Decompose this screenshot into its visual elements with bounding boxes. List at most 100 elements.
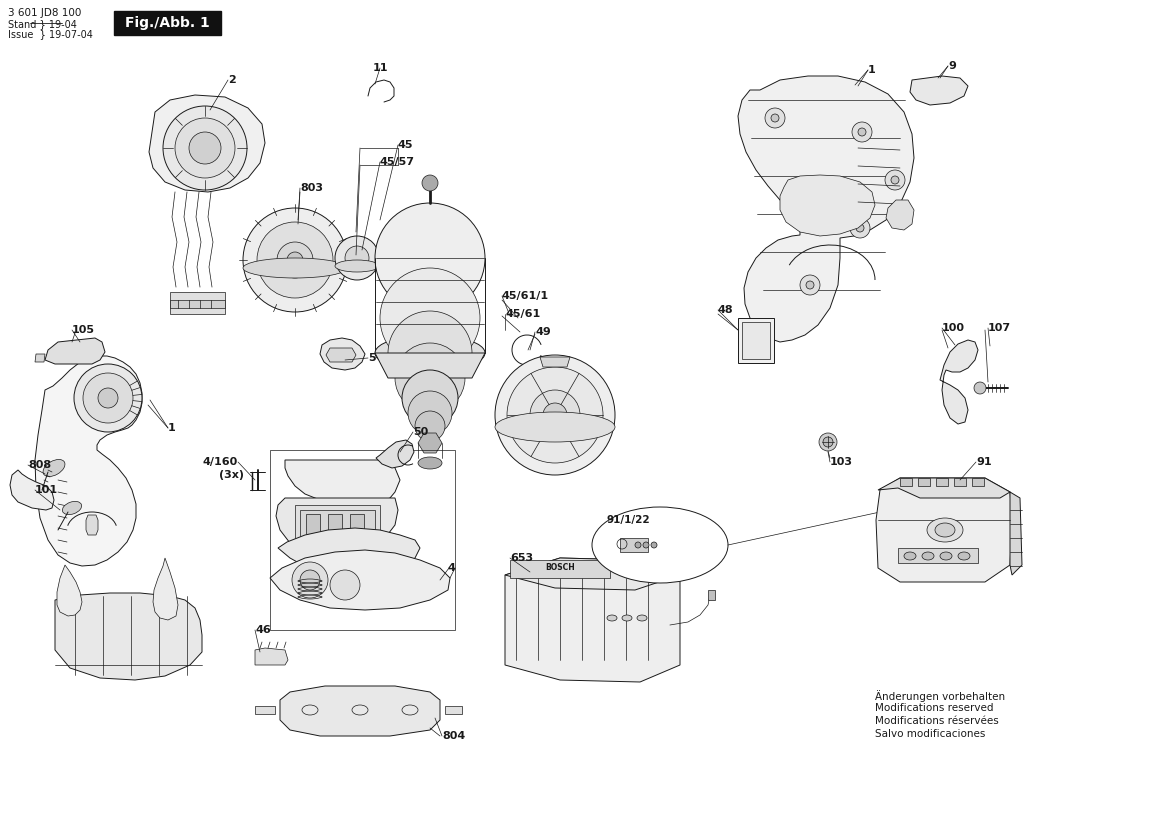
Ellipse shape xyxy=(419,457,442,469)
Ellipse shape xyxy=(243,258,347,278)
Bar xyxy=(971,478,984,486)
Ellipse shape xyxy=(74,364,141,432)
Ellipse shape xyxy=(330,570,360,600)
Ellipse shape xyxy=(800,275,819,295)
Ellipse shape xyxy=(852,122,872,142)
Ellipse shape xyxy=(336,236,379,280)
Polygon shape xyxy=(11,470,54,510)
Ellipse shape xyxy=(772,114,779,122)
Ellipse shape xyxy=(959,552,970,560)
Bar xyxy=(270,450,455,630)
Bar xyxy=(620,538,648,552)
Polygon shape xyxy=(35,356,141,566)
Text: Modifications reserved: Modifications reserved xyxy=(876,703,994,713)
Text: 107: 107 xyxy=(988,323,1011,333)
Ellipse shape xyxy=(542,403,567,427)
Ellipse shape xyxy=(415,411,445,441)
Bar xyxy=(170,300,224,308)
Bar xyxy=(918,478,931,486)
Text: 100: 100 xyxy=(942,323,964,333)
Ellipse shape xyxy=(856,224,864,232)
Text: 45/61: 45/61 xyxy=(505,309,540,319)
Ellipse shape xyxy=(885,170,905,190)
Ellipse shape xyxy=(380,268,480,368)
Polygon shape xyxy=(281,686,440,736)
Ellipse shape xyxy=(83,373,133,423)
Ellipse shape xyxy=(891,176,899,184)
Polygon shape xyxy=(505,558,680,590)
Ellipse shape xyxy=(607,615,617,621)
Polygon shape xyxy=(278,528,420,578)
Ellipse shape xyxy=(375,335,485,371)
Ellipse shape xyxy=(43,459,65,477)
Ellipse shape xyxy=(940,552,952,560)
Text: Fig./Abb. 1: Fig./Abb. 1 xyxy=(125,16,209,30)
Text: 105: 105 xyxy=(72,325,95,335)
Ellipse shape xyxy=(819,433,837,451)
Ellipse shape xyxy=(336,260,379,272)
Polygon shape xyxy=(780,175,876,236)
Ellipse shape xyxy=(651,542,657,548)
Polygon shape xyxy=(738,76,914,342)
Polygon shape xyxy=(419,433,442,453)
Polygon shape xyxy=(326,348,357,362)
Ellipse shape xyxy=(637,615,646,621)
Ellipse shape xyxy=(592,507,728,583)
Ellipse shape xyxy=(292,562,328,598)
Ellipse shape xyxy=(277,242,313,278)
Text: (3x): (3x) xyxy=(219,470,244,480)
Ellipse shape xyxy=(300,570,320,590)
Text: Modifications réservées: Modifications réservées xyxy=(876,716,998,726)
Text: 9: 9 xyxy=(948,61,956,71)
Ellipse shape xyxy=(388,311,472,395)
Ellipse shape xyxy=(622,615,632,621)
Bar xyxy=(350,514,364,534)
Ellipse shape xyxy=(858,128,866,136)
Text: 5: 5 xyxy=(368,353,375,363)
Polygon shape xyxy=(445,706,462,714)
Text: 1: 1 xyxy=(168,423,175,433)
Polygon shape xyxy=(540,357,570,367)
Polygon shape xyxy=(876,478,1012,582)
Ellipse shape xyxy=(765,108,786,128)
Text: 653: 653 xyxy=(510,553,533,563)
Ellipse shape xyxy=(375,203,485,313)
Ellipse shape xyxy=(402,370,458,426)
Ellipse shape xyxy=(98,388,118,408)
Ellipse shape xyxy=(494,355,615,475)
Text: 49: 49 xyxy=(535,327,551,337)
Polygon shape xyxy=(708,590,715,600)
Polygon shape xyxy=(148,95,265,192)
Text: 101: 101 xyxy=(35,485,58,495)
Polygon shape xyxy=(57,565,82,616)
Bar xyxy=(936,478,948,486)
Text: BOSCH: BOSCH xyxy=(545,563,575,572)
Bar xyxy=(300,510,375,542)
Text: 4: 4 xyxy=(447,563,455,573)
Polygon shape xyxy=(505,558,680,682)
Polygon shape xyxy=(1010,492,1022,575)
Ellipse shape xyxy=(904,552,916,560)
Ellipse shape xyxy=(257,222,333,298)
Text: 804: 804 xyxy=(442,731,465,741)
Ellipse shape xyxy=(530,390,580,440)
Text: 45/57: 45/57 xyxy=(380,157,415,167)
Ellipse shape xyxy=(805,281,814,289)
Polygon shape xyxy=(35,354,44,362)
Polygon shape xyxy=(375,353,485,378)
Text: 1: 1 xyxy=(869,65,876,75)
Text: Änderungen vorbehalten: Änderungen vorbehalten xyxy=(876,690,1005,702)
Text: 3 601 JD8 100: 3 601 JD8 100 xyxy=(8,8,82,18)
Ellipse shape xyxy=(974,382,985,394)
Ellipse shape xyxy=(408,391,452,435)
Ellipse shape xyxy=(507,367,603,463)
Bar xyxy=(295,505,380,547)
Text: Stand } 19-04: Stand } 19-04 xyxy=(8,19,77,29)
Bar xyxy=(306,514,320,534)
Text: 48: 48 xyxy=(718,305,734,315)
Text: 50: 50 xyxy=(413,427,428,437)
Text: Salvo modificaciones: Salvo modificaciones xyxy=(876,729,985,739)
Ellipse shape xyxy=(850,218,870,238)
Bar xyxy=(328,514,343,534)
Polygon shape xyxy=(940,340,978,424)
